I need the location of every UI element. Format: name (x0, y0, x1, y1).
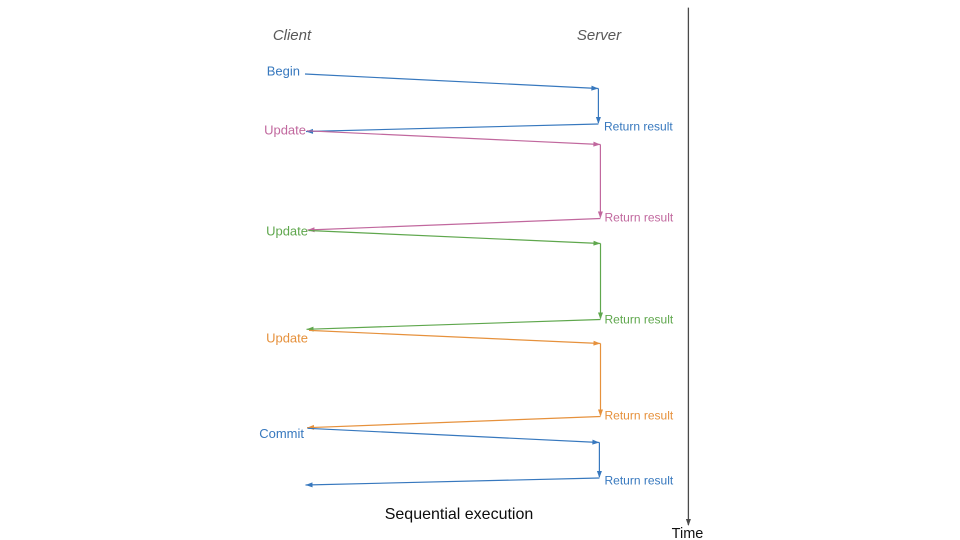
request-line (307, 427, 600, 444)
operation-label: Update (264, 123, 306, 138)
return-arrowhead (305, 482, 313, 488)
return-arrowhead (307, 424, 315, 430)
operation-2-update: Update Return result (264, 123, 674, 233)
client-column-header: Client (273, 27, 312, 44)
processing-arrowhead (597, 211, 603, 219)
operation-label: Update (266, 224, 308, 239)
return-line (307, 217, 601, 231)
request-line (306, 130, 601, 146)
operation-label: Begin (267, 64, 300, 79)
request-arrowhead (593, 240, 601, 246)
operation-4-update: Update Return result (266, 329, 674, 430)
time-axis (685, 7, 691, 526)
diagram-title: Sequential execution (385, 506, 534, 523)
return-result-label: Return result (605, 474, 674, 488)
return-line (306, 318, 601, 330)
processing-arrowhead (598, 312, 603, 320)
return-line (305, 123, 599, 133)
time-axis-label: Time (672, 526, 704, 540)
request-arrowhead (593, 340, 601, 346)
request-line (308, 229, 601, 245)
server-column-header: Server (577, 27, 622, 44)
request-line (308, 329, 601, 345)
return-line (305, 477, 600, 486)
request-arrowhead (591, 85, 599, 91)
return-arrowhead (307, 227, 315, 233)
operation-label: Commit (259, 426, 304, 441)
return-result-label: Return result (605, 313, 674, 327)
return-result-label: Return result (604, 119, 673, 133)
processing-arrowhead (596, 471, 602, 478)
operation-3-update: Update Return result (266, 224, 674, 332)
processing-arrowhead (598, 409, 603, 417)
request-arrowhead (592, 439, 600, 445)
request-arrowhead (593, 141, 601, 147)
request-line (304, 73, 599, 90)
operation-label: Update (266, 331, 308, 346)
processing-arrowhead (595, 117, 601, 124)
operation-5-commit: Commit Return result (259, 426, 674, 488)
return-result-label: Return result (605, 409, 674, 423)
operation-1-begin: Begin Return result (267, 64, 673, 134)
time-axis-arrowhead (685, 519, 691, 526)
return-line (306, 415, 601, 429)
return-result-label: Return result (605, 211, 674, 225)
